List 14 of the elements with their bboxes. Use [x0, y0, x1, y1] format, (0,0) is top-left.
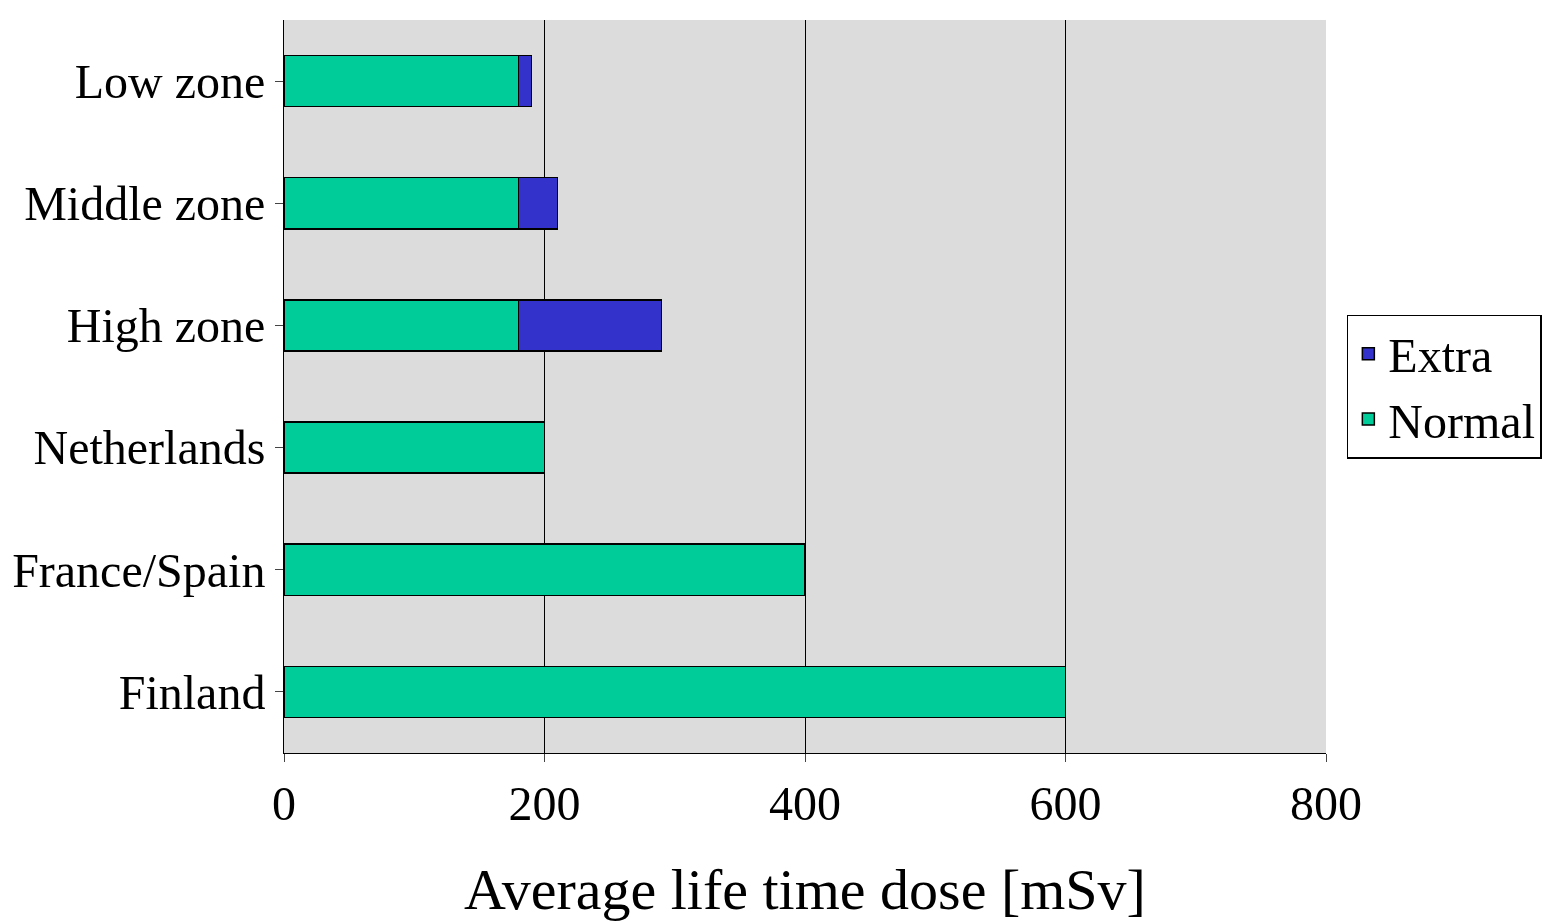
y-tick-label: Middle zone — [24, 177, 266, 231]
x-tick-label: 0 — [272, 776, 296, 830]
y-tick-label: Low zone — [74, 54, 266, 108]
x-axis-title: Average life time dose [mSv] — [464, 857, 1146, 922]
y-tick-label: France/Spain — [12, 543, 266, 597]
x-tick-label: 400 — [769, 776, 841, 830]
x-tick-label: 600 — [1029, 776, 1102, 830]
y-tick-label: High zone — [66, 299, 266, 353]
x-tick-label: 200 — [508, 776, 581, 830]
y-tick-label: Finland — [118, 665, 266, 719]
x-tick-label: 800 — [1290, 776, 1362, 830]
legend-label: Normal — [1388, 394, 1535, 448]
legend-label: Extra — [1388, 329, 1493, 383]
y-tick-label: Netherlands — [33, 421, 266, 475]
